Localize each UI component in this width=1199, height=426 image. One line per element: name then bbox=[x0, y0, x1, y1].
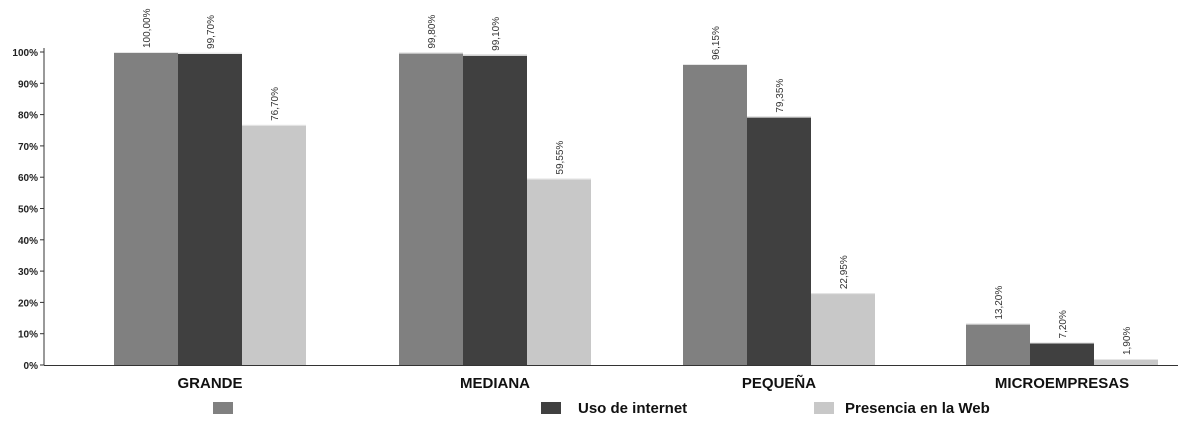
labels: 100,00% 99,70% 76,70% 99,80% 99,10% 59,55% 96,… bbox=[142, 8, 1133, 355]
data-label: 99,10% bbox=[491, 17, 502, 51]
data-label: 76,70% bbox=[270, 87, 281, 121]
legend-swatch bbox=[814, 402, 834, 414]
y-tick-label: 90% bbox=[18, 79, 38, 90]
data-label: 79,35% bbox=[775, 79, 786, 113]
category-label: GRANDE bbox=[177, 375, 242, 392]
legend-label: Uso de internet bbox=[578, 400, 687, 417]
bar bbox=[527, 178, 591, 365]
legend-label: Presencia en la Web bbox=[845, 400, 990, 417]
bar bbox=[1030, 342, 1094, 365]
legend-swatch bbox=[213, 402, 233, 414]
legend-swatch bbox=[541, 402, 561, 414]
y-tick-label: 10% bbox=[18, 330, 38, 341]
data-label: 13,20% bbox=[994, 286, 1005, 320]
data-label: 96,15% bbox=[711, 26, 722, 60]
bar bbox=[114, 52, 178, 365]
y-tick-label: 30% bbox=[18, 267, 38, 278]
y-tick-label: 0% bbox=[24, 361, 39, 372]
bar bbox=[811, 293, 875, 365]
data-label: 1,90% bbox=[1122, 327, 1133, 355]
y-tick-label: 60% bbox=[18, 173, 38, 184]
axes: 0% 10% 20% 30% 40% 50% 60% 70% 80% 90% 100% GRANDE M… bbox=[12, 48, 1178, 392]
bar bbox=[747, 116, 811, 366]
bar bbox=[1094, 359, 1158, 365]
y-tick-label: 80% bbox=[18, 111, 38, 122]
y-tick-label: 20% bbox=[18, 298, 38, 309]
category-label: MEDIANA bbox=[460, 375, 530, 392]
data-label: 99,70% bbox=[206, 15, 217, 49]
bar bbox=[966, 323, 1030, 365]
bar bbox=[463, 54, 527, 365]
y-tick-label: 100% bbox=[12, 48, 38, 59]
bar bbox=[683, 64, 747, 365]
data-label: 7,20% bbox=[1058, 310, 1069, 338]
bars bbox=[114, 52, 1158, 366]
bar bbox=[242, 124, 306, 365]
legend: Uso de internet Presencia en la Web bbox=[213, 400, 990, 417]
data-label: 59,55% bbox=[555, 141, 566, 175]
bar bbox=[178, 52, 242, 366]
data-label: 99,80% bbox=[427, 15, 438, 49]
y-tick-label: 40% bbox=[18, 236, 38, 247]
category-label: PEQUEÑA bbox=[742, 374, 816, 392]
y-tick-label: 70% bbox=[18, 142, 38, 153]
y-tick-label: 50% bbox=[18, 205, 38, 216]
data-label: 22,95% bbox=[839, 255, 850, 289]
category-label: MICROEMPRESAS bbox=[995, 375, 1129, 392]
bar bbox=[399, 52, 463, 365]
data-label: 100,00% bbox=[142, 8, 153, 48]
